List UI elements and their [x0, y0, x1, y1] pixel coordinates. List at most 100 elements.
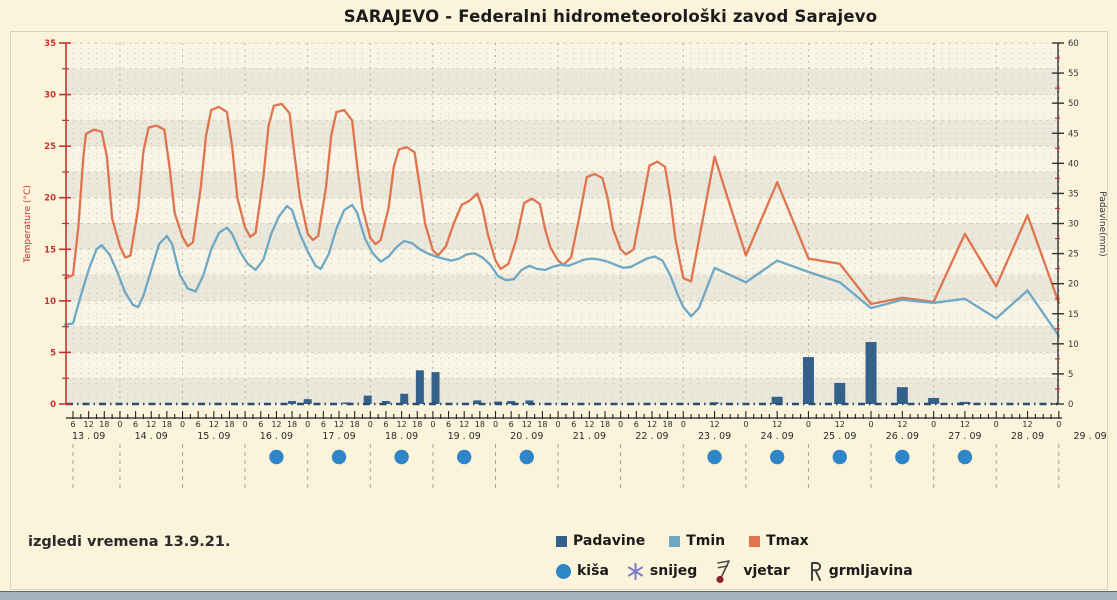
- svg-text:6: 6: [196, 420, 201, 429]
- legend-series-row: Padavine Tmin Tmax: [556, 528, 913, 554]
- svg-text:0: 0: [618, 420, 623, 429]
- tmin-swatch-icon: [669, 535, 681, 547]
- legend-item-snow: snijeg: [627, 562, 698, 580]
- svg-text:0: 0: [994, 420, 999, 429]
- legend-label: grmljavina: [828, 563, 913, 579]
- svg-text:22 . 09: 22 . 09: [635, 431, 668, 442]
- legend-item-tmin: Tmin: [669, 533, 725, 549]
- thunder-icon: [810, 561, 821, 581]
- svg-text:10: 10: [44, 297, 56, 307]
- svg-text:0: 0: [556, 420, 561, 429]
- svg-text:0: 0: [743, 420, 748, 429]
- svg-text:20 . 09: 20 . 09: [510, 431, 543, 442]
- svg-text:6: 6: [258, 420, 263, 429]
- svg-text:12: 12: [960, 420, 970, 429]
- svg-text:5: 5: [50, 348, 56, 358]
- legend-item-wind: vjetar: [715, 558, 790, 584]
- svg-text:12: 12: [209, 420, 219, 429]
- svg-text:15: 15: [44, 245, 56, 255]
- svg-text:15: 15: [1068, 310, 1079, 320]
- svg-text:12: 12: [584, 420, 594, 429]
- svg-text:6: 6: [383, 420, 388, 429]
- svg-text:5: 5: [1068, 370, 1073, 380]
- svg-text:40: 40: [1068, 159, 1079, 169]
- padavine-swatch-icon: [556, 535, 567, 547]
- svg-text:20: 20: [1068, 280, 1079, 290]
- svg-text:0: 0: [368, 420, 373, 429]
- svg-text:30: 30: [44, 91, 56, 101]
- svg-text:Temperature (°C): Temperature (°C): [23, 185, 33, 264]
- svg-text:0: 0: [180, 420, 185, 429]
- svg-text:12: 12: [397, 420, 407, 429]
- legend-label: Tmax: [766, 533, 809, 549]
- svg-text:0: 0: [1056, 420, 1061, 429]
- legend-label: kiša: [577, 563, 609, 579]
- svg-text:0: 0: [493, 420, 498, 429]
- svg-text:6: 6: [321, 420, 326, 429]
- legend-item-padavine: Padavine: [556, 533, 645, 549]
- forecast-note: izgledi vremena 13.9.21.: [28, 534, 231, 550]
- svg-text:6: 6: [571, 420, 576, 429]
- tmax-swatch-icon: [749, 535, 761, 547]
- svg-text:29 . 09: 29 . 09: [1073, 431, 1106, 442]
- svg-text:12: 12: [647, 420, 657, 429]
- svg-text:12: 12: [459, 420, 469, 429]
- svg-text:12: 12: [522, 420, 532, 429]
- svg-text:12: 12: [84, 420, 94, 429]
- svg-text:18: 18: [663, 420, 673, 429]
- svg-text:18: 18: [99, 420, 109, 429]
- svg-text:12: 12: [897, 420, 907, 429]
- svg-text:27 . 09: 27 . 09: [948, 431, 981, 442]
- svg-text:12: 12: [271, 420, 281, 429]
- wind-barb-icon: [716, 560, 731, 584]
- legend-label: vjetar: [743, 563, 790, 579]
- svg-text:20: 20: [44, 194, 56, 204]
- svg-text:23 . 09: 23 . 09: [698, 431, 731, 442]
- svg-text:35: 35: [44, 39, 56, 49]
- svg-text:24 . 09: 24 . 09: [761, 431, 794, 442]
- svg-text:10: 10: [1068, 340, 1079, 350]
- rain-dot-icon: [556, 563, 571, 579]
- svg-text:6: 6: [70, 420, 75, 429]
- svg-text:25 . 09: 25 . 09: [823, 431, 856, 442]
- legend-label: Tmin: [686, 533, 726, 549]
- legend-item-rain: kiša: [556, 563, 609, 579]
- svg-text:0: 0: [305, 420, 310, 429]
- svg-text:21 . 09: 21 . 09: [573, 431, 606, 442]
- svg-text:0: 0: [117, 420, 122, 429]
- window-bottom-strip: [0, 591, 1117, 600]
- svg-text:18: 18: [350, 420, 360, 429]
- svg-text:13 . 09: 13 . 09: [72, 431, 105, 442]
- svg-text:60: 60: [1068, 39, 1079, 49]
- svg-text:6: 6: [133, 420, 138, 429]
- svg-text:Padavine(mm): Padavine(mm): [1097, 191, 1107, 256]
- legend-label: snijeg: [649, 563, 698, 579]
- svg-text:0: 0: [869, 420, 874, 429]
- svg-text:12: 12: [709, 420, 719, 429]
- svg-text:12: 12: [772, 420, 782, 429]
- svg-text:6: 6: [634, 420, 639, 429]
- svg-text:18: 18: [224, 420, 234, 429]
- page-title: SARAJEVO - Federalni hidrometeorološki z…: [343, 7, 878, 26]
- legend-symbols-row: kiša snijeg vjetar grmljavina: [556, 558, 913, 584]
- svg-text:0: 0: [931, 420, 936, 429]
- svg-text:30: 30: [1068, 220, 1079, 230]
- legend-label: Padavine: [573, 533, 646, 549]
- svg-text:12: 12: [146, 420, 156, 429]
- chart-legend: Padavine Tmin Tmax kiša snijeg vjetar gr…: [556, 528, 913, 584]
- svg-text:0: 0: [681, 420, 686, 429]
- svg-text:0: 0: [430, 420, 435, 429]
- svg-text:12: 12: [334, 420, 344, 429]
- svg-text:18: 18: [162, 420, 172, 429]
- svg-text:19 . 09: 19 . 09: [448, 431, 481, 442]
- svg-text:18: 18: [537, 420, 547, 429]
- svg-text:26 . 09: 26 . 09: [886, 431, 919, 442]
- snowflake-icon: [627, 562, 643, 580]
- svg-text:18 . 09: 18 . 09: [385, 431, 418, 442]
- svg-text:15 . 09: 15 . 09: [197, 431, 230, 442]
- svg-text:0: 0: [50, 400, 56, 410]
- svg-text:14 . 09: 14 . 09: [135, 431, 168, 442]
- svg-text:35: 35: [1068, 189, 1079, 199]
- svg-text:6: 6: [446, 420, 451, 429]
